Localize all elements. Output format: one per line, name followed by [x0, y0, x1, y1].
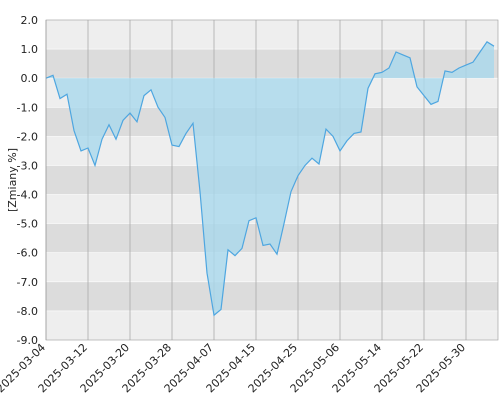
band [46, 281, 498, 311]
y-tick-label: 2.0 [21, 14, 39, 27]
y-tick-label: 0.0 [21, 72, 39, 85]
y-axis-label: [Zmiany %] [6, 148, 19, 212]
y-tick-label: -6.0 [17, 247, 38, 260]
area [46, 41, 494, 316]
band [46, 49, 498, 79]
y-tick-label: -7.0 [17, 276, 38, 289]
plot-border [45, 19, 499, 341]
y-tick-label: -8.0 [17, 305, 38, 318]
y-tick-label: -5.0 [17, 218, 38, 231]
y-tick-label: -1.0 [17, 101, 38, 114]
y-tick-label: -4.0 [17, 189, 38, 202]
y-tick-label: -2.0 [17, 130, 38, 143]
y-tick-label: -9.0 [17, 334, 38, 347]
y-tick-label: 1.0 [21, 43, 39, 56]
y-tick-label: -3.0 [17, 159, 38, 172]
line [45, 41, 495, 317]
